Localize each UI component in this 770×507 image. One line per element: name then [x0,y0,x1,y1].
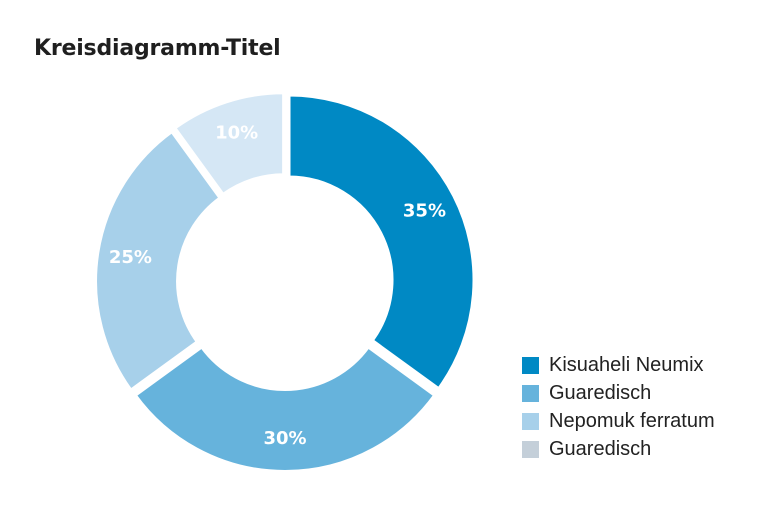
legend-item: Guaredisch [522,379,715,407]
legend-swatch [522,356,539,374]
legend-item: Kisuaheli Neumix [522,351,715,379]
legend-item: Nepomuk ferratum [522,407,715,435]
donut-slice [133,344,437,473]
slice-value-label: 30% [263,428,306,449]
slice-value-label: 25% [109,247,152,268]
legend-swatch [522,440,539,458]
chart-title: Kreisdiagramm-Titel [34,36,281,61]
slice-value-label: 35% [403,200,446,221]
donut-slice [94,129,223,393]
legend-label: Guaredisch [549,381,652,404]
donut-slice-labels: 35% 30% 25% 10% [109,123,446,449]
legend-item: Guaredisch [522,435,715,463]
donut-slices [94,91,476,473]
slice-value-label: 10% [215,123,258,144]
legend-label: Guaredisch [549,437,652,460]
legend-swatch [522,384,539,402]
legend-swatch [522,412,539,430]
legend-label: Nepomuk ferratum [549,409,715,432]
donut-slice [172,91,286,197]
legend-label: Kisuaheli Neumix [549,353,704,376]
donut-slice [287,93,476,391]
legend: Kisuaheli Neumix Guaredisch Nepomuk ferr… [522,351,715,463]
